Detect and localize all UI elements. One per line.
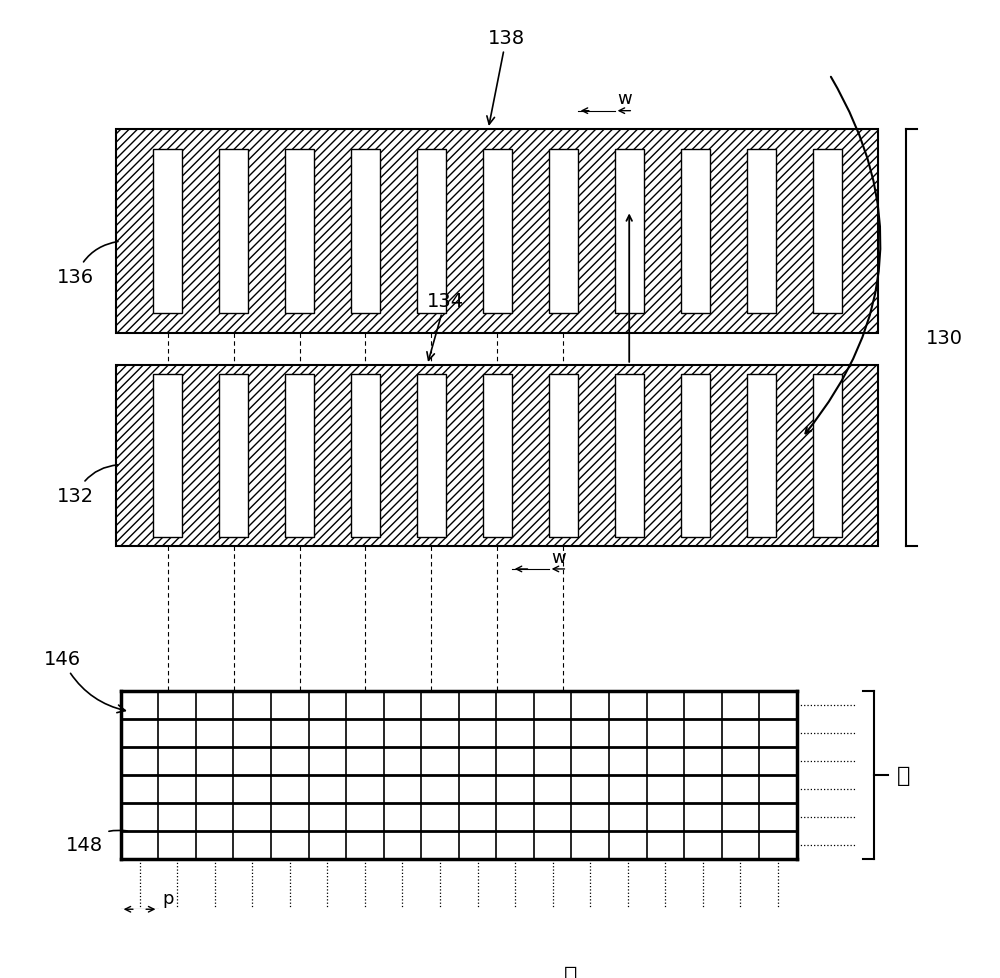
Bar	[219, 150, 248, 313]
Text: 136: 136	[57, 243, 118, 287]
Bar	[219, 375, 248, 538]
Bar	[549, 150, 578, 313]
Bar	[121, 691, 797, 860]
Bar	[153, 375, 182, 538]
Bar	[747, 150, 776, 313]
Text: 146: 146	[44, 649, 125, 713]
Bar	[483, 375, 512, 538]
Text: w: w	[617, 90, 632, 109]
Bar	[615, 375, 644, 538]
Text: 138: 138	[487, 28, 525, 125]
Bar	[615, 150, 644, 313]
Bar	[681, 150, 710, 313]
Text: 134: 134	[427, 291, 464, 361]
Bar	[351, 375, 380, 538]
Bar	[116, 366, 878, 547]
Text: 列: 列	[564, 964, 577, 978]
Text: w: w	[552, 548, 566, 566]
Text: 132: 132	[57, 466, 118, 506]
Bar	[417, 375, 446, 538]
Bar	[116, 130, 878, 333]
Bar	[285, 150, 314, 313]
Text: 行: 行	[897, 766, 910, 785]
Text: 148: 148	[66, 830, 127, 854]
Bar	[153, 150, 182, 313]
Text: p: p	[163, 889, 174, 907]
Bar	[813, 150, 842, 313]
Bar	[285, 375, 314, 538]
Bar	[417, 150, 446, 313]
Bar	[747, 375, 776, 538]
Text: 130: 130	[926, 329, 963, 348]
Bar	[813, 375, 842, 538]
Bar	[351, 150, 380, 313]
Bar	[549, 375, 578, 538]
Bar	[483, 150, 512, 313]
Bar	[681, 375, 710, 538]
